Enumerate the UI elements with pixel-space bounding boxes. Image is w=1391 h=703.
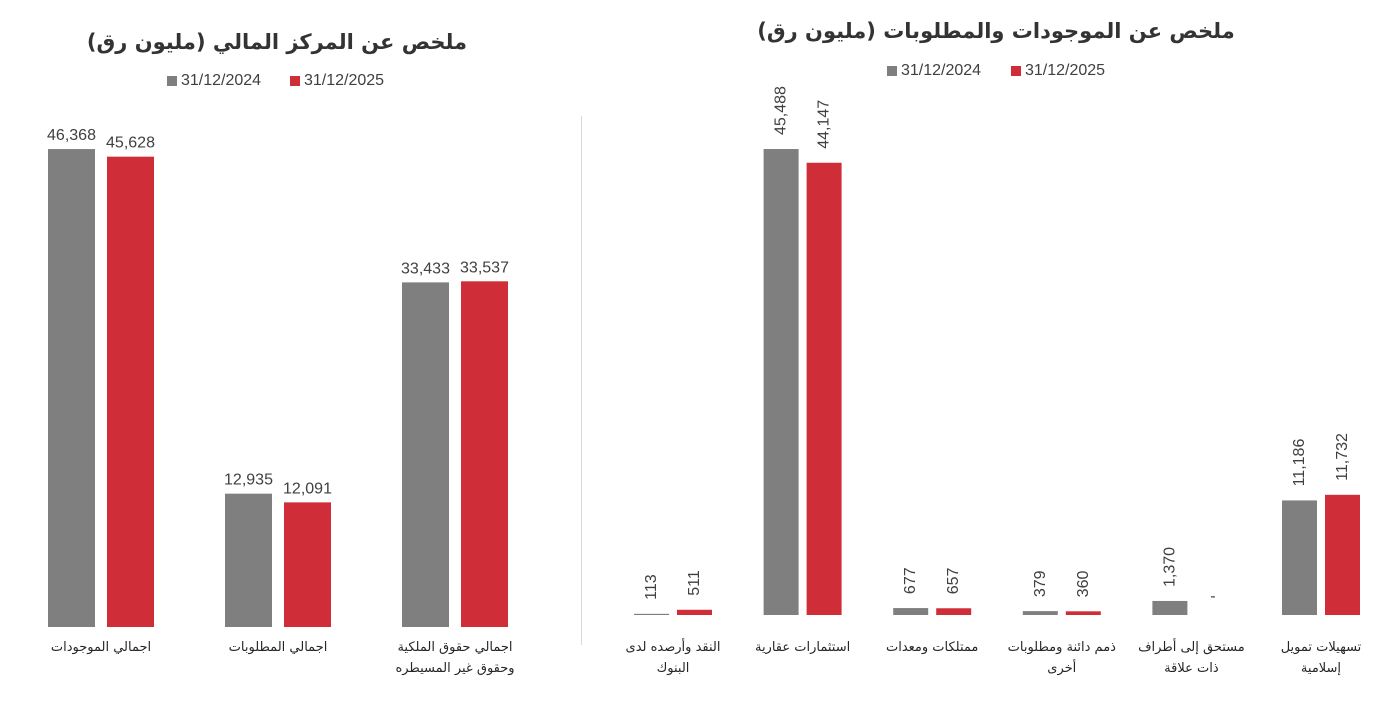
data-label: 44,147: [816, 100, 833, 149]
bar-series-2: [461, 281, 508, 627]
bar-series-2: [806, 162, 842, 616]
bar-marks: 46,368 45,628 12,935 12,091 33,433 33,537: [47, 127, 509, 628]
bar-series-1: [1022, 611, 1058, 615]
legend-swatch: [290, 76, 300, 86]
data-label: 12,091: [283, 480, 332, 497]
assets-liabilities-chart: 113 511 45,488 44,147 677 657 379 360 1,370 - 11,1…: [590, 0, 1391, 703]
bar-series-1: [763, 149, 799, 615]
legend-item: 31/12/2025: [290, 72, 384, 90]
data-label: 45,488: [773, 86, 790, 135]
data-label: -: [1210, 588, 1215, 605]
chart-divider: [581, 116, 582, 645]
legend-item: 31/12/2025: [1011, 62, 1105, 80]
data-label: 1,370: [1161, 547, 1178, 587]
data-label: 657: [945, 567, 962, 594]
bar-series-2: [1065, 611, 1101, 615]
bar-series-1: [1282, 500, 1317, 615]
data-label: 11,186: [1291, 439, 1308, 487]
bar-marks: 113 511 45,488 44,147 677 657 379 360 1,370 - 11,1…: [634, 86, 1360, 616]
data-label: 677: [902, 567, 919, 594]
legend-item: 31/12/2024: [887, 62, 981, 80]
bar-series-2: [284, 502, 331, 627]
plot-area: 113 511 45,488 44,147 677 657 379 360 1,370 - 11,1…: [634, 86, 1360, 616]
chart-legend: 31/12/2024 31/12/2025: [887, 62, 1127, 80]
financial-position-chart: 46,368 45,628 12,935 12,091 33,433 33,537 ملخ…: [0, 0, 580, 703]
data-label: 46,368: [47, 127, 96, 144]
bar-series-1: [893, 608, 929, 615]
data-label: 113: [643, 574, 660, 600]
legend-label: 31/12/2024: [901, 62, 982, 79]
bar-series-1: [402, 282, 449, 627]
legend-swatch: [1011, 66, 1021, 76]
legend-label: 31/12/2025: [1025, 62, 1106, 79]
data-label: 12,935: [224, 472, 273, 489]
bar-series-2: [936, 608, 972, 615]
legend-swatch: [887, 66, 897, 76]
data-label: 511: [686, 570, 703, 596]
chart-legend: 31/12/2024 31/12/2025: [167, 72, 407, 90]
data-label: 45,628: [106, 135, 155, 152]
legend-swatch: [167, 76, 177, 86]
plot-area: 46,368 45,628 12,935 12,091 33,433 33,537: [47, 127, 509, 628]
legend-label: 31/12/2024: [181, 72, 262, 89]
data-label: 379: [1032, 570, 1049, 597]
legend-item: 31/12/2024: [167, 72, 261, 90]
data-label: 33,537: [460, 259, 509, 276]
bar-series-1: [634, 613, 669, 615]
chart-title: ملخص عن الموجودات والمطلوبات (مليون رق): [757, 19, 1235, 43]
legend-label: 31/12/2025: [304, 72, 385, 89]
data-label: 33,433: [401, 260, 450, 277]
bar-series-2: [677, 609, 712, 615]
bar-series-1: [225, 493, 272, 627]
data-label: 360: [1075, 571, 1092, 598]
data-label: 11,732: [1334, 433, 1351, 481]
bar-series-1: [1152, 600, 1188, 615]
bar-series-2: [1325, 494, 1360, 615]
bar-series-1: [48, 149, 95, 628]
bar-series-2: [107, 156, 154, 628]
chart-title: ملخص عن المركز المالي (مليون رق): [86, 30, 468, 54]
